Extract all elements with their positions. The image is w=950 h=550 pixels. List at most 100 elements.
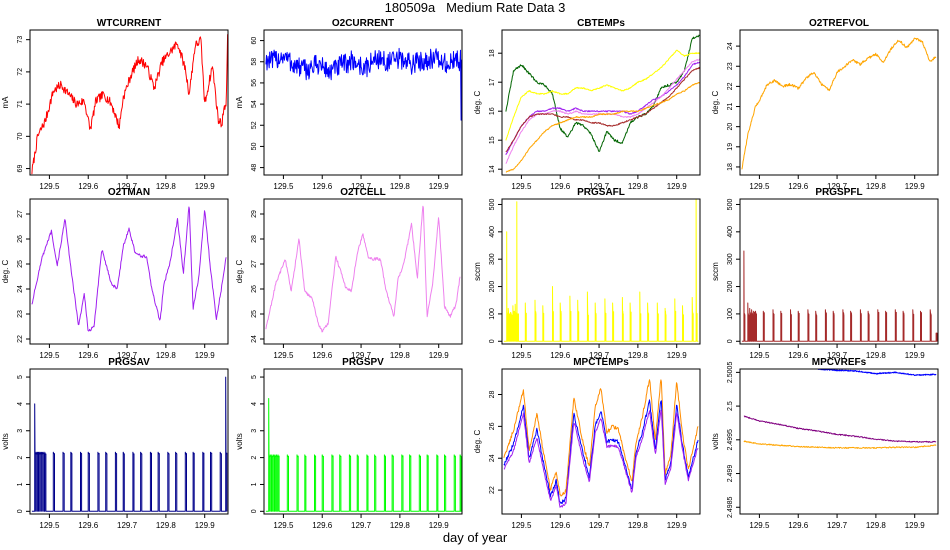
- x-tick-label: 129.9: [429, 182, 450, 191]
- plot-frame: [501, 368, 701, 515]
- y-tick-label: 100: [727, 308, 734, 320]
- x-tick-label: 129.6: [550, 351, 571, 360]
- x-tick-label: 129.9: [905, 351, 926, 360]
- x-tick-label: 129.5: [511, 351, 532, 360]
- x-tick-label: 129.7: [117, 521, 138, 530]
- panel-title: PRGSPV: [342, 357, 384, 368]
- x-tick-label: 129.9: [429, 351, 450, 360]
- series-line-1: [505, 34, 700, 152]
- x-tick-label: 129.9: [195, 182, 216, 191]
- subplot-prgsafl: PRGSAFL sccm 129.5 129.6 129.7 129.8 129.9 0 100…: [473, 187, 701, 360]
- y-tick-label: 3: [17, 429, 24, 433]
- series-line-1: [503, 379, 699, 497]
- y-tick-label: 1: [251, 482, 258, 486]
- x-tick-label: 129.5: [39, 521, 60, 530]
- y-tick-label: 300: [727, 253, 734, 265]
- y-tick-label: 23: [727, 62, 734, 70]
- series-line-1: [741, 250, 938, 342]
- series-line-6: [505, 81, 700, 173]
- x-tick-label: 129.7: [351, 182, 372, 191]
- series-line-2: [503, 399, 699, 504]
- y-tick-label: 29: [251, 210, 258, 218]
- subplot-o2tcell: O2TCELL deg. C 129.5 129.6 129.7 129.8 129.9 24…: [235, 187, 463, 360]
- panel-title: O2TREFVOL: [809, 18, 869, 29]
- plot-frame: [739, 368, 939, 515]
- y-tick-label: 22: [17, 335, 24, 343]
- series-line-1: [503, 199, 699, 342]
- panel-title: O2CURRENT: [332, 18, 394, 29]
- x-tick-label: 129.9: [195, 351, 216, 360]
- data-layer: [503, 199, 699, 342]
- y-tick-label: 69: [17, 165, 24, 173]
- y-axis-label: sccm: [473, 262, 482, 281]
- subplot-prgspfl: PRGSPFL sccm 129.5 129.6 129.7 129.8 129.9 0 100…: [711, 187, 939, 360]
- data-layer: [31, 34, 228, 175]
- y-tick-label: 26: [489, 422, 496, 430]
- y-tick-label: 71: [17, 100, 24, 108]
- y-tick-label: 27: [17, 210, 24, 218]
- data-layer: [741, 250, 938, 342]
- y-axis-label: deg. C: [1, 259, 10, 283]
- x-tick-label: 129.8: [156, 351, 177, 360]
- y-axis-label: sccm: [711, 262, 720, 281]
- x-tick-label: 129.9: [429, 521, 450, 530]
- data-layer: [265, 398, 462, 512]
- x-tick-label: 129.8: [156, 182, 177, 191]
- y-tick-label: 300: [489, 253, 496, 265]
- x-tick-label: 129.8: [628, 521, 649, 530]
- y-tick-label: 18: [489, 49, 496, 57]
- plot-frame: [739, 29, 939, 176]
- y-tick-label: 16: [489, 107, 496, 115]
- y-tick-label: 0: [727, 339, 734, 343]
- data-layer: [505, 34, 700, 173]
- panel-title: WTCURRENT: [97, 18, 161, 29]
- x-tick-label: 129.5: [273, 521, 294, 530]
- y-tick-label: 4: [251, 402, 258, 406]
- x-tick-label: 129.8: [156, 521, 177, 530]
- y-tick-label: 18: [727, 163, 734, 171]
- x-tick-label: 129.7: [827, 182, 848, 191]
- y-tick-label: 15: [489, 136, 496, 144]
- data-layer: [503, 379, 699, 508]
- subplot-mpctemps: MPCTEMPs deg. C 129.5 129.6 129.7 129.8 129.9 2…: [473, 357, 701, 530]
- y-tick-label: 2: [17, 456, 24, 460]
- x-tick-label: 129.5: [39, 351, 60, 360]
- y-tick-label: 2.4985: [727, 496, 734, 518]
- panel-title: MPCVREFs: [812, 357, 867, 368]
- y-tick-label: 54: [251, 100, 258, 108]
- y-tick-label: 400: [489, 226, 496, 238]
- data-layer: [743, 369, 937, 449]
- plot-frame: [739, 198, 939, 345]
- y-axis-label: mA: [1, 96, 10, 109]
- x-tick-label: 129.6: [78, 182, 99, 191]
- y-tick-label: 25: [251, 310, 258, 318]
- y-tick-label: 24: [727, 42, 734, 50]
- series-line-1: [31, 34, 228, 175]
- y-axis-label: deg. C: [473, 90, 482, 114]
- y-tick-label: 24: [251, 335, 258, 343]
- x-tick-label: 129.6: [78, 351, 99, 360]
- x-tick-label: 129.8: [866, 351, 887, 360]
- y-tick-label: 5: [251, 375, 258, 379]
- plot-frame: [29, 198, 229, 345]
- series-line-3: [505, 61, 700, 156]
- data-layer: [265, 47, 462, 121]
- plot-frame: [501, 198, 701, 345]
- y-tick-label: 2.5005: [727, 362, 734, 384]
- x-tick-label: 129.9: [667, 351, 688, 360]
- y-tick-label: 500: [489, 199, 496, 211]
- y-tick-label: 25: [17, 260, 24, 268]
- x-tick-label: 129.8: [866, 521, 887, 530]
- y-tick-label: 17: [489, 78, 496, 86]
- x-tick-label: 129.6: [550, 521, 571, 530]
- data-layer: [741, 37, 937, 170]
- x-tick-label: 129.6: [788, 351, 809, 360]
- y-tick-label: 3: [251, 429, 258, 433]
- y-tick-label: 400: [727, 226, 734, 238]
- y-tick-label: 20: [727, 123, 734, 131]
- y-tick-label: 14: [489, 165, 496, 173]
- x-tick-label: 129.6: [788, 521, 809, 530]
- panel-title: O2TCELL: [340, 187, 386, 198]
- plot-frame: [263, 29, 463, 176]
- x-tick-label: 129.6: [312, 351, 333, 360]
